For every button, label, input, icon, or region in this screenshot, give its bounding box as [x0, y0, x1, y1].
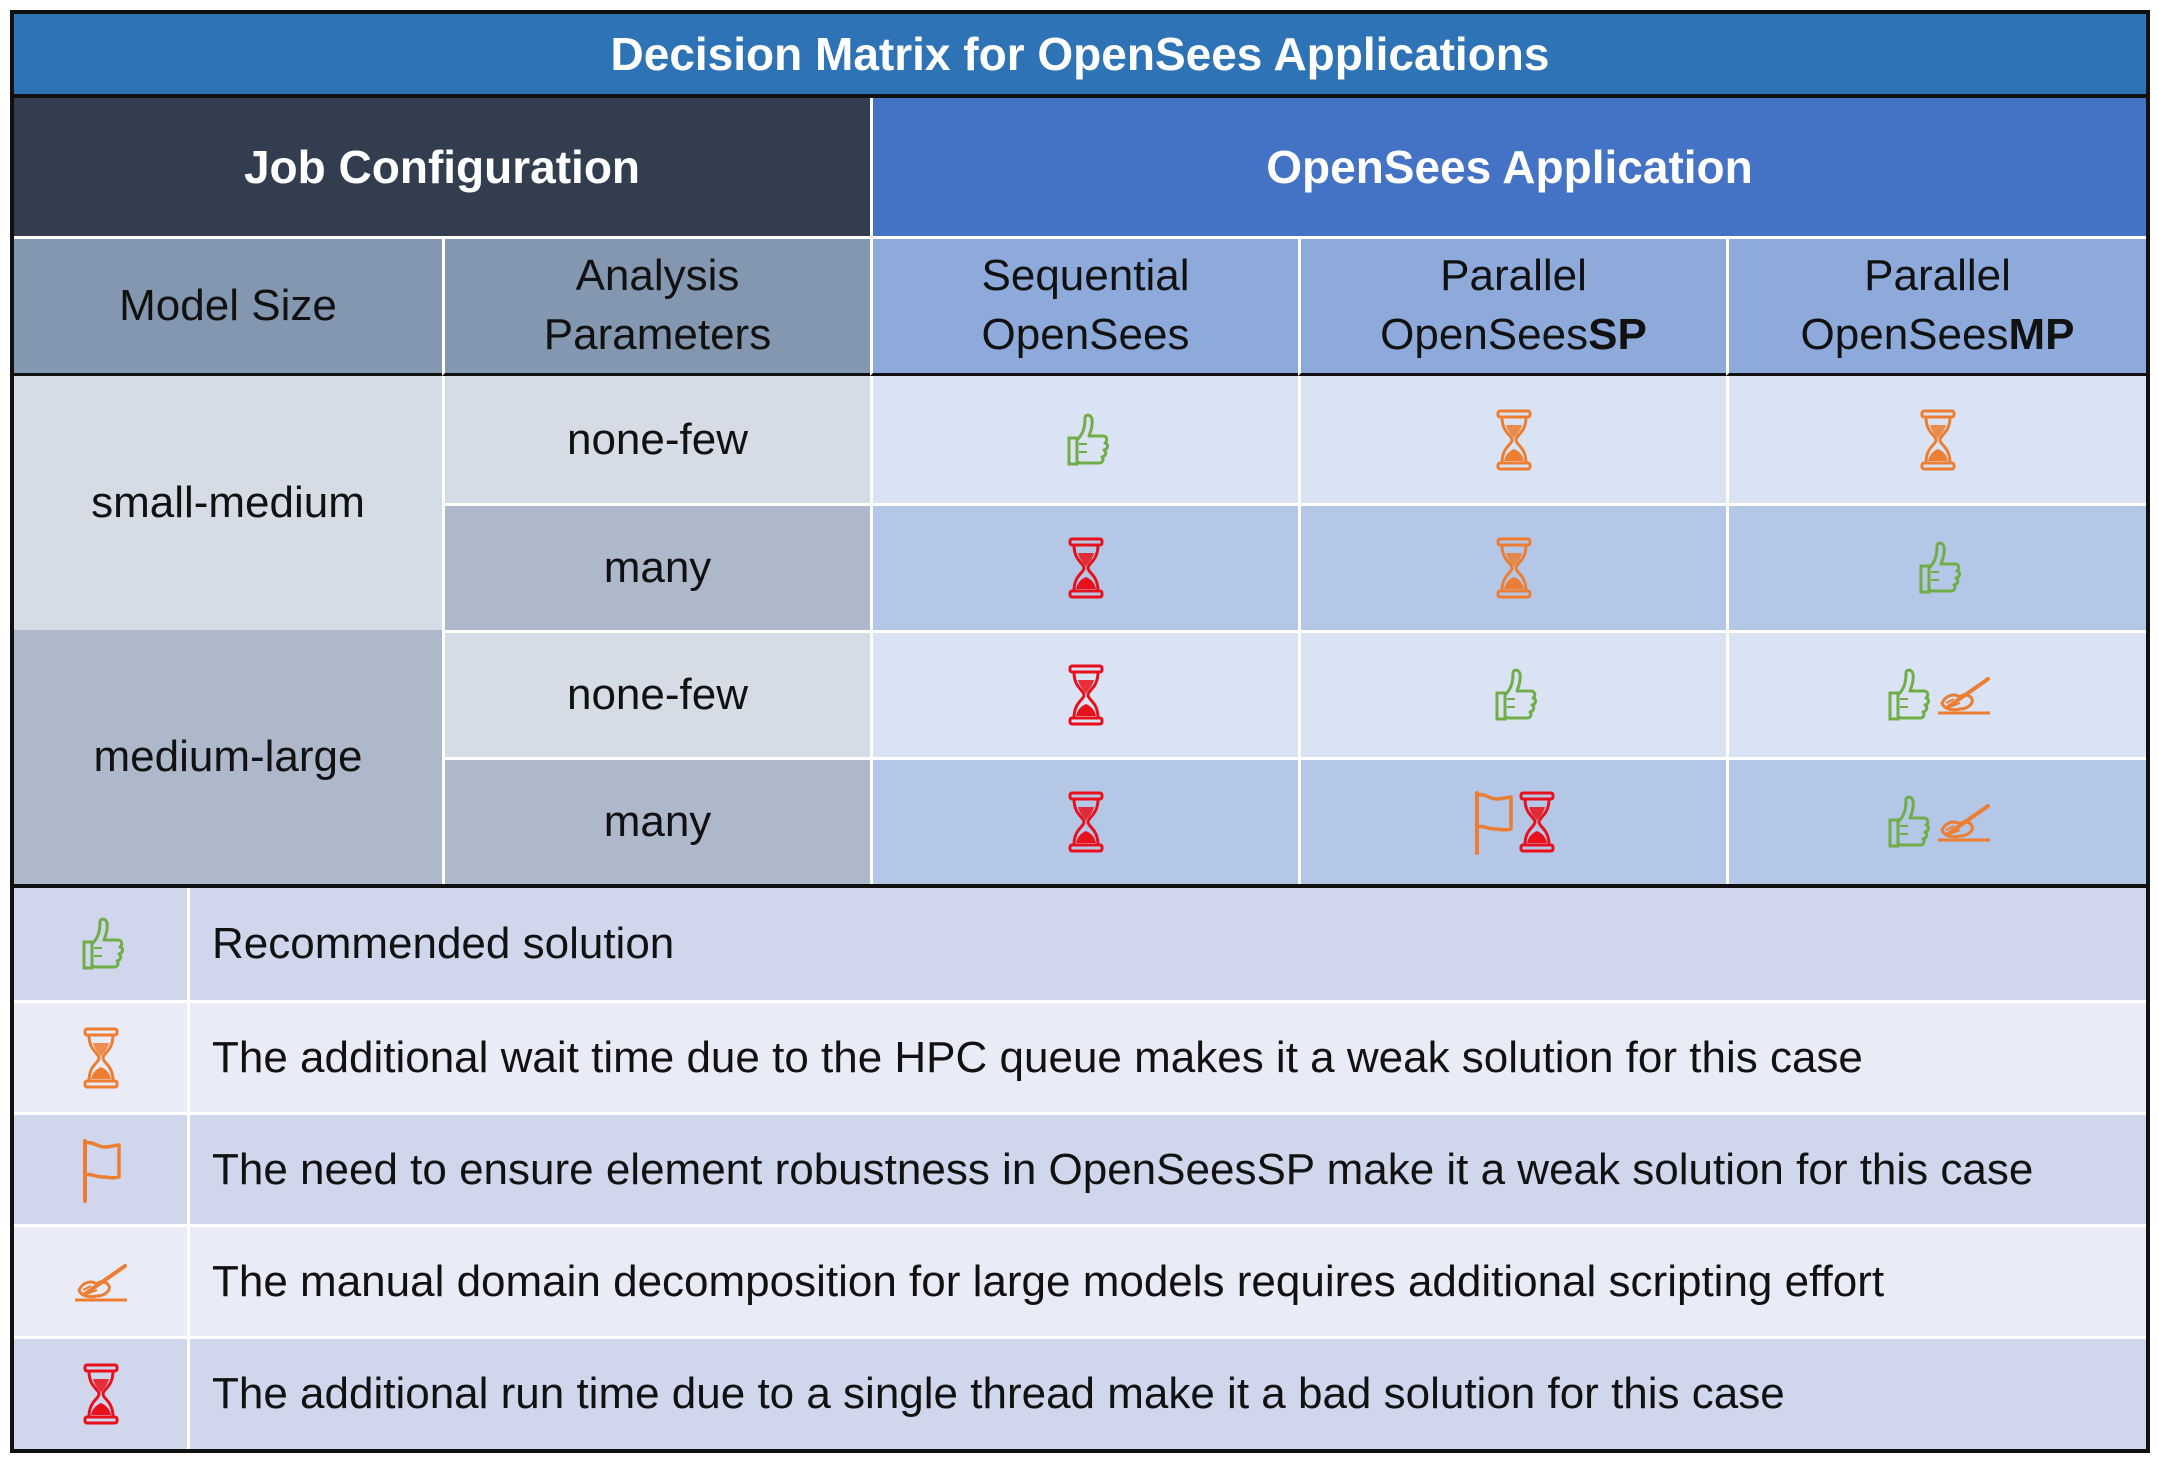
parallel-mp-line1: Parallel	[1864, 251, 2011, 301]
job-configuration-header: Job Configuration	[14, 98, 870, 236]
matrix-cell	[1298, 757, 1726, 884]
cell-icons	[1066, 537, 1106, 599]
hourglass-orange-icon	[1494, 409, 1534, 471]
hourglass-red-icon	[1066, 664, 1106, 726]
opensees-application-header: OpenSees Application	[870, 98, 2146, 236]
analysis-parameters-line1: Analysis	[575, 251, 740, 301]
parallel-sp-line1: Parallel	[1440, 251, 1587, 301]
matrix-cell	[1298, 503, 1726, 630]
hourglass-orange-icon	[1494, 537, 1534, 599]
thumbs-up-icon	[1882, 667, 1932, 723]
writing-hand-icon	[14, 1227, 190, 1336]
flag-icon	[14, 1115, 190, 1224]
matrix-cell	[870, 376, 1298, 503]
legend-text: The additional wait time due to the HPC …	[212, 1032, 1863, 1082]
legend-row: The additional run time due to a single …	[14, 1336, 2146, 1449]
parallel-mp-header: Parallel OpenSeesMP	[1726, 236, 2146, 376]
cell-icons	[1494, 409, 1534, 471]
parallel-mp-suffix: MP	[2008, 310, 2075, 359]
cell-icons	[1471, 789, 1557, 855]
sequential-line1: Sequential	[981, 251, 1190, 301]
writing-hand-icon	[1934, 673, 1994, 717]
model-size-medium-large: medium-large	[14, 630, 442, 884]
legend-row: The additional wait time due to the HPC …	[14, 1000, 2146, 1112]
legend-text: The need to ensure element robustness in…	[212, 1144, 2034, 1194]
cell-icons	[1882, 667, 1994, 723]
thumbs-up-icon	[14, 888, 190, 1000]
matrix-title: Decision Matrix for OpenSees Application…	[14, 14, 2146, 98]
legend-text: The additional run time due to a single …	[212, 1369, 1785, 1418]
matrix-cell	[1726, 630, 2146, 757]
sequential-opensees-header: Sequential OpenSees	[870, 236, 1298, 376]
param-none-few: none-few	[442, 630, 870, 757]
parallel-sp-prefix: OpenSees	[1380, 310, 1589, 359]
hourglass-red-icon	[14, 1339, 190, 1449]
thumbs-up-icon	[1882, 794, 1932, 850]
parallel-mp-prefix: OpenSees	[1800, 310, 2009, 359]
param-many: many	[442, 757, 870, 884]
parallel-sp-suffix: SP	[1588, 310, 1647, 359]
cell-icons	[1066, 664, 1106, 726]
parallel-mp-line2: OpenSeesMP	[1801, 306, 2075, 365]
legend-text: Recommended solution	[212, 919, 675, 968]
model-size-header: Model Size	[14, 236, 442, 376]
parallel-sp-header: Parallel OpenSeesSP	[1298, 236, 1726, 376]
thumbs-up-icon	[1489, 667, 1539, 723]
cell-icons	[1066, 791, 1106, 853]
hourglass-red-icon	[1066, 791, 1106, 853]
param-none-few: none-few	[442, 376, 870, 503]
matrix-cell	[870, 630, 1298, 757]
matrix-cell	[1726, 376, 2146, 503]
cell-icons	[1918, 409, 1958, 471]
matrix-cell	[870, 757, 1298, 884]
legend-row: Recommended solution	[14, 888, 2146, 1000]
model-size-small-medium: small-medium	[14, 376, 442, 630]
flag-icon	[1471, 789, 1515, 855]
legend-row: The need to ensure element robustness in…	[14, 1112, 2146, 1224]
cell-icons	[1494, 537, 1534, 599]
matrix-cell	[870, 503, 1298, 630]
writing-hand-icon	[1934, 800, 1994, 844]
analysis-parameters-line2: Parameters	[543, 310, 772, 359]
thumbs-up-icon	[1061, 412, 1111, 468]
hourglass-orange-icon	[14, 1003, 190, 1112]
analysis-parameters-header: Analysis Parameters	[442, 236, 870, 376]
parallel-sp-line2: OpenSeesSP	[1380, 306, 1647, 365]
thumbs-up-icon	[1913, 540, 1963, 596]
hourglass-orange-icon	[1918, 409, 1958, 471]
matrix-cell	[1726, 757, 2146, 884]
matrix-cell	[1726, 503, 2146, 630]
cell-icons	[1061, 412, 1111, 468]
matrix-divider	[14, 884, 2146, 888]
legend-row: The manual domain decomposition for larg…	[14, 1224, 2146, 1336]
cell-icons	[1882, 794, 1994, 850]
legend-text: The manual domain decomposition for larg…	[212, 1256, 1885, 1306]
hourglass-red-icon	[1517, 791, 1557, 853]
sequential-line2: OpenSees	[981, 310, 1190, 359]
hourglass-red-icon	[1066, 537, 1106, 599]
model-size-label: Model Size	[119, 280, 337, 330]
matrix-cell	[1298, 376, 1726, 503]
cell-icons	[1489, 667, 1539, 723]
param-many: many	[442, 503, 870, 630]
cell-icons	[1913, 540, 1963, 596]
matrix-cell	[1298, 630, 1726, 757]
decision-matrix: Decision Matrix for OpenSees Application…	[10, 10, 2150, 1453]
